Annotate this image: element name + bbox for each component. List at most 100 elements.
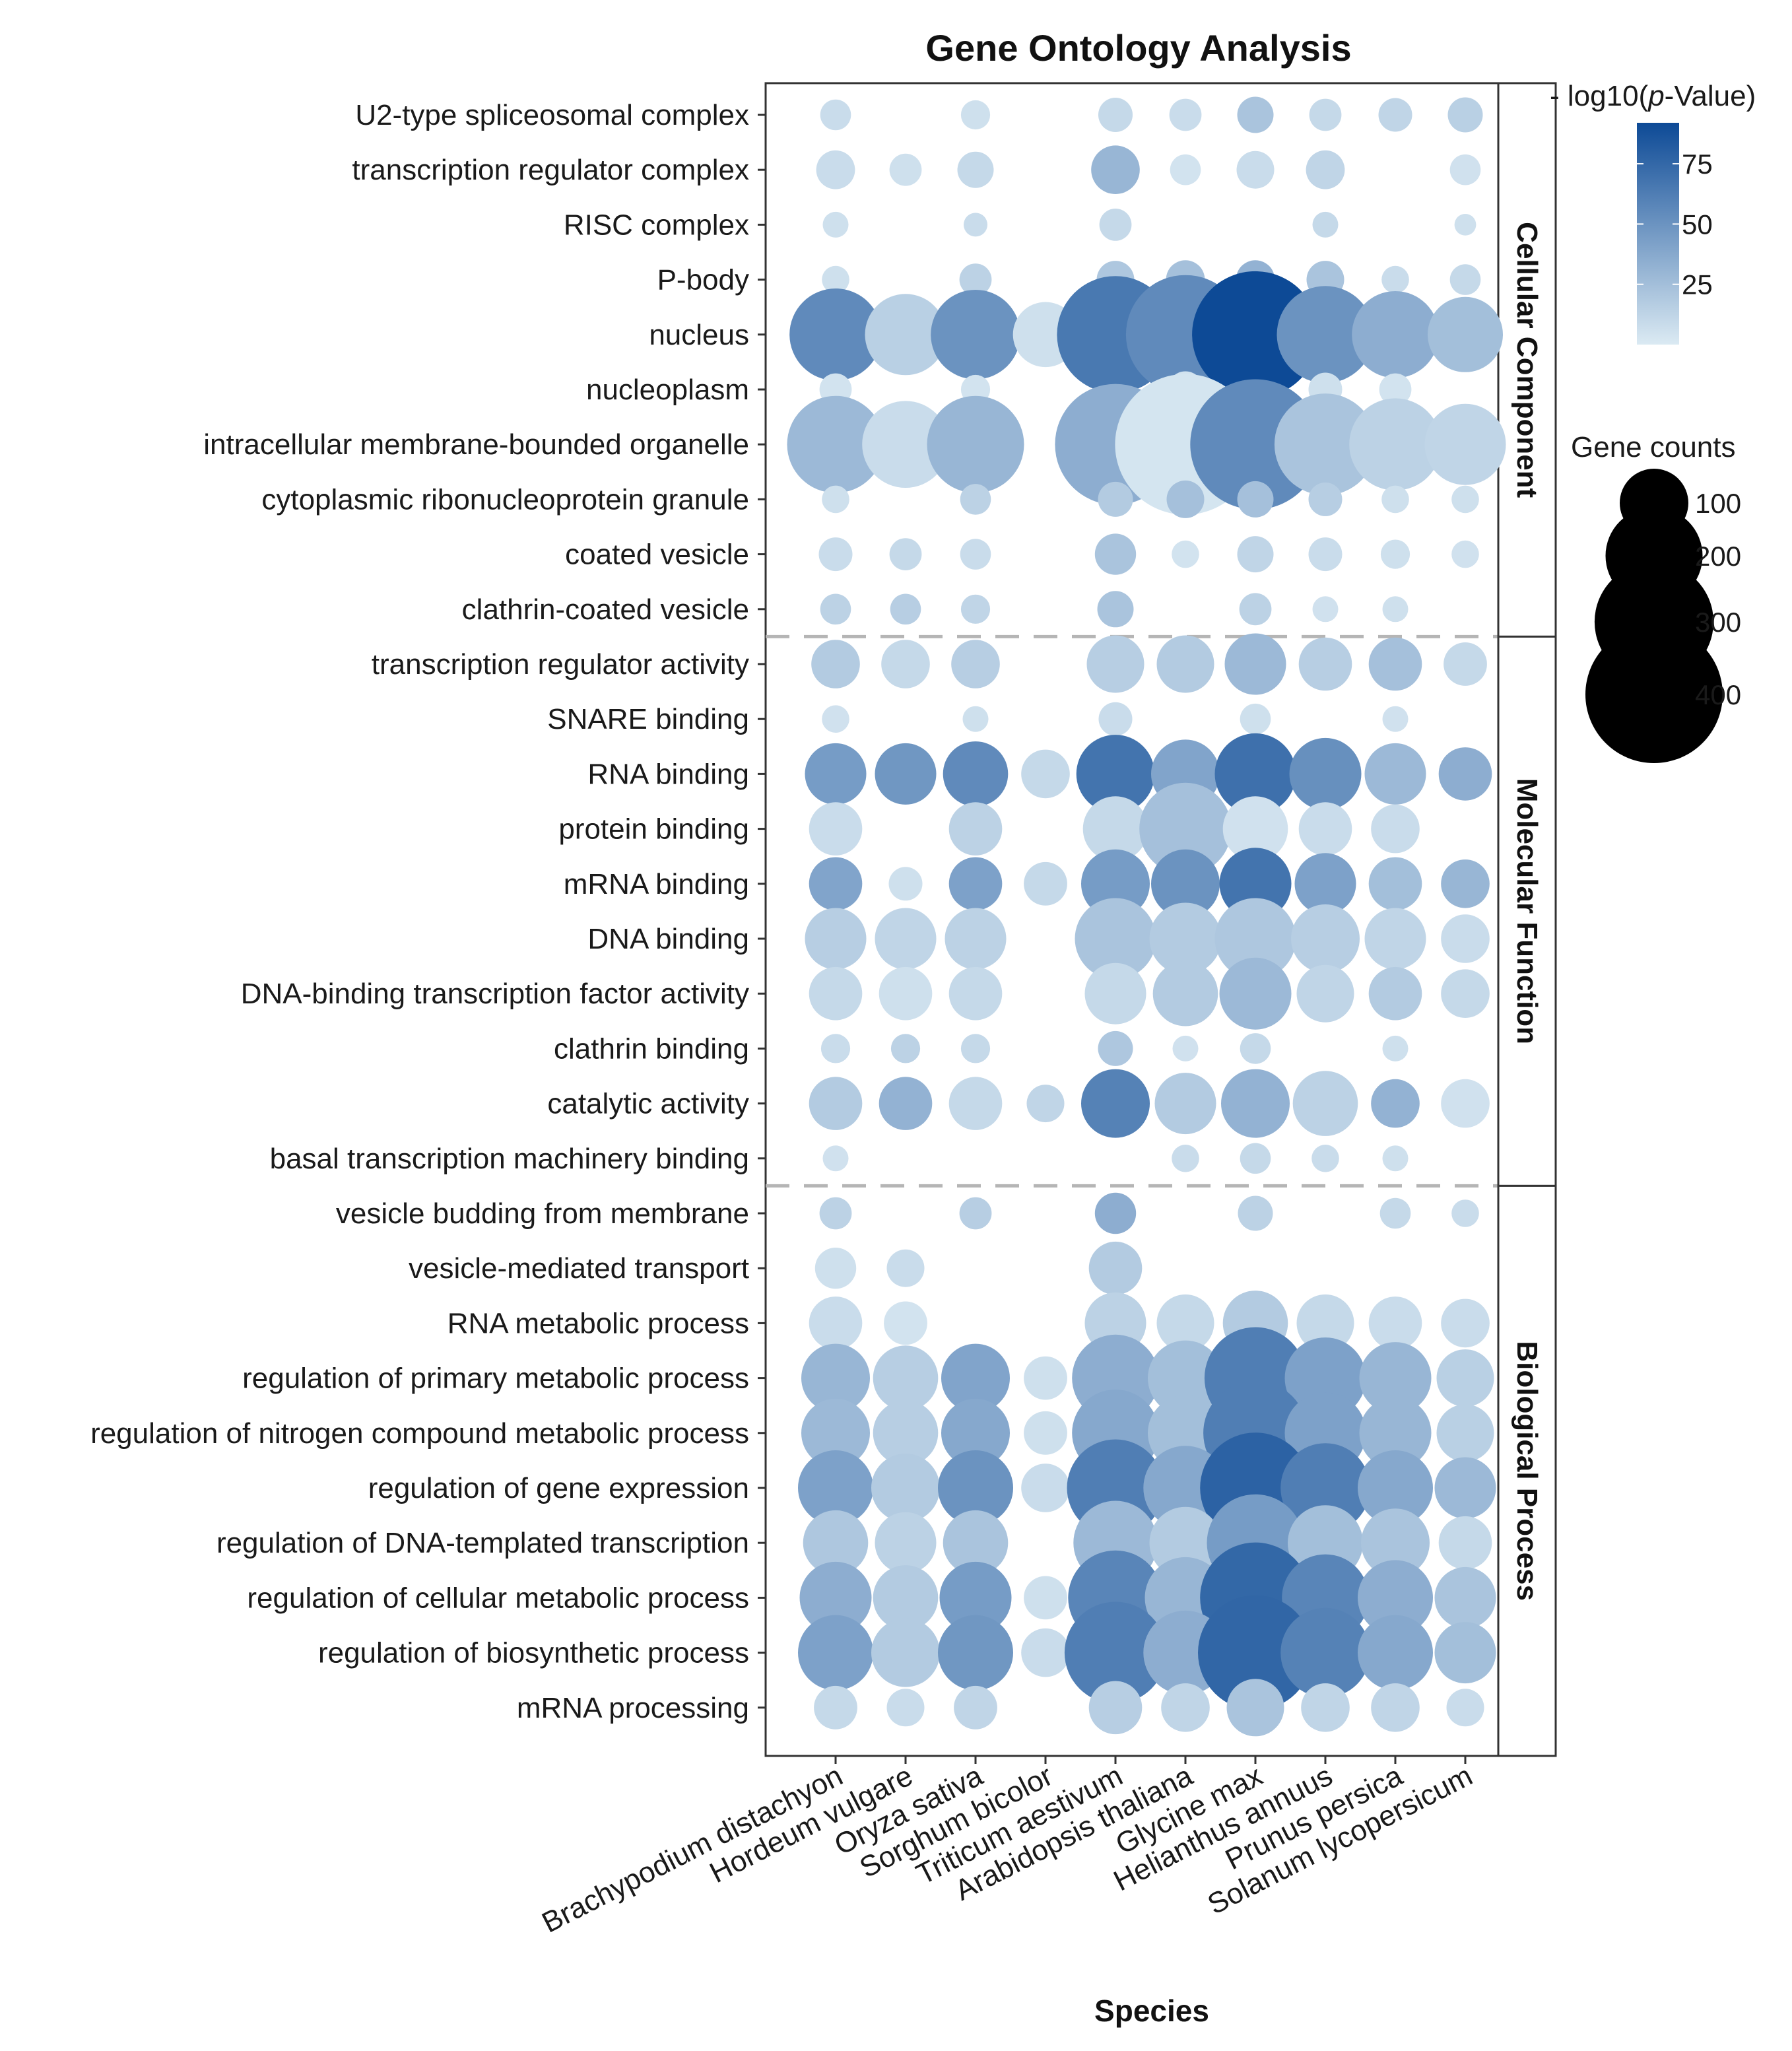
dot-rna-metabolic-process-solanum-lycopersicum xyxy=(1441,1298,1490,1348)
dot-intracellular-membrane-bounded-organelle-brachypodium-distachyon xyxy=(787,395,884,493)
color-legend: - log10(p-Value) 25 50 75 xyxy=(1550,80,1756,345)
dot-vesicle-budding-from-membrane-brachypodium-distachyon xyxy=(819,1197,852,1230)
dot-regulation-of-dna-templated-transcription-prunus-persica xyxy=(1361,1508,1430,1578)
dot-intracellular-membrane-bounded-organelle-solanum-lycopersicum xyxy=(1424,403,1506,485)
dot-catalytic-activity-oryza-sativa xyxy=(948,1077,1003,1130)
dot-regulation-of-nitrogen-compound-metabolic-process-hordeum-vulgare xyxy=(873,1400,939,1466)
dot-basal-transcription-machinery-binding-brachypodium-distachyon xyxy=(822,1145,849,1172)
dot-dna-binding-transcription-factor-activity-arabidopsis-thaliana xyxy=(1152,960,1218,1026)
dot-catalytic-activity-hordeum-vulgare xyxy=(879,1077,933,1130)
dot-nucleus-brachypodium-distachyon xyxy=(789,288,882,381)
facet-strip-cellular-component xyxy=(1497,82,1557,638)
dot-mrna-binding-solanum-lycopersicum xyxy=(1441,859,1490,908)
dot-transcription-regulator-activity-hordeum-vulgare xyxy=(881,640,930,689)
dot-mrna-processing-triticum-aestivum xyxy=(1088,1681,1143,1735)
size-legend-title: Gene counts xyxy=(1571,431,1736,463)
y-tick-label-snare-binding: SNARE binding xyxy=(547,703,749,735)
dot-transcription-regulator-complex-helianthus-annuus xyxy=(1306,150,1345,189)
dot-coated-vesicle-arabidopsis-thaliana xyxy=(1172,540,1199,568)
x-axis-title: Species xyxy=(1094,1994,1209,2028)
dot-regulation-of-biosynthetic-process-oryza-sativa xyxy=(938,1615,1013,1691)
dot-regulation-of-primary-metabolic-process-prunus-persica xyxy=(1359,1342,1432,1415)
y-tick-label-transcription-regulator-complex: transcription regulator complex xyxy=(352,154,749,186)
dot-rna-metabolic-process-arabidopsis-thaliana xyxy=(1156,1294,1214,1352)
y-tick-label-dna-binding: DNA binding xyxy=(587,923,749,955)
dot-regulation-of-biosynthetic-process-glycine-max xyxy=(1198,1595,1313,1710)
color-legend-title-italic: p xyxy=(1647,80,1664,112)
dot-rna-metabolic-process-prunus-persica xyxy=(1368,1296,1422,1350)
dot-mrna-binding-prunus-persica xyxy=(1368,857,1422,911)
dot-u2-type-spliceosomal-complex-triticum-aestivum xyxy=(1098,98,1133,132)
y-tick-label-clathrin-binding: clathrin binding xyxy=(554,1032,749,1065)
y-tick-label-vesicle-mediated-transport: vesicle-mediated transport xyxy=(409,1252,749,1285)
dot-nucleus-prunus-persica xyxy=(1352,291,1439,378)
y-tick-label-intracellular-membrane-bounded-organelle: intracellular membrane-bounded organelle xyxy=(203,428,749,461)
dot-transcription-regulator-activity-triticum-aestivum xyxy=(1086,635,1145,693)
dot-u2-type-spliceosomal-complex-arabidopsis-thaliana xyxy=(1169,98,1202,131)
dot-vesicle-budding-from-membrane-oryza-sativa xyxy=(959,1197,992,1230)
y-tick-label-mrna-binding: mRNA binding xyxy=(564,868,749,900)
size-legend-label-300: 300 xyxy=(1695,607,1741,638)
dot-vesicle-mediated-transport-brachypodium-distachyon xyxy=(814,1248,857,1289)
dot-nucleus-hordeum-vulgare xyxy=(865,294,946,376)
dot-rna-binding-prunus-persica xyxy=(1364,743,1426,805)
dot-protein-binding-triticum-aestivum xyxy=(1082,796,1148,861)
dot-risc-complex-triticum-aestivum xyxy=(1099,209,1132,241)
dot-dna-binding-transcription-factor-activity-glycine-max xyxy=(1219,957,1292,1030)
y-tick-label-regulation-of-dna-templated-transcription: regulation of DNA-templated transcriptio… xyxy=(216,1527,749,1559)
y-tick-label-nucleus: nucleus xyxy=(649,319,749,351)
dot-cytoplasmic-ribonucleoprotein-granule-prunus-persica xyxy=(1381,485,1409,514)
size-legend: Gene counts 100 200 300 400 xyxy=(1571,431,1741,763)
dot-regulation-of-primary-metabolic-process-oryza-sativa xyxy=(941,1343,1010,1413)
y-tick-label-risc-complex: RISC complex xyxy=(564,209,749,241)
dot-u2-type-spliceosomal-complex-helianthus-annuus xyxy=(1309,98,1342,131)
dot-rna-binding-triticum-aestivum xyxy=(1076,735,1155,813)
dot-u2-type-spliceosomal-complex-solanum-lycopersicum xyxy=(1447,97,1483,133)
dot-snare-binding-glycine-max xyxy=(1240,703,1271,735)
facet-strip-biological-process xyxy=(1497,1184,1557,1757)
dot-transcription-regulator-activity-glycine-max xyxy=(1224,633,1286,695)
dot-vesicle-budding-from-membrane-glycine-max xyxy=(1238,1195,1273,1231)
dot-coated-vesicle-hordeum-vulgare xyxy=(889,538,922,570)
dot-basal-transcription-machinery-binding-glycine-max xyxy=(1240,1143,1271,1174)
dot-snare-binding-prunus-persica xyxy=(1382,706,1409,732)
dot-regulation-of-dna-templated-transcription-solanum-lycopersicum xyxy=(1438,1516,1492,1570)
dot-rna-metabolic-process-hordeum-vulgare xyxy=(884,1301,927,1345)
dot-dna-binding-triticum-aestivum xyxy=(1075,898,1156,980)
dot-regulation-of-nitrogen-compound-metabolic-process-sorghum-bicolor xyxy=(1024,1411,1067,1455)
dot-clathrin-coated-vesicle-helianthus-annuus xyxy=(1312,596,1339,622)
dot-clathrin-binding-hordeum-vulgare xyxy=(890,1034,921,1063)
dot-mrna-processing-glycine-max xyxy=(1226,1679,1284,1737)
dot-clathrin-coated-vesicle-oryza-sativa xyxy=(960,594,991,624)
y-tick-label-cytoplasmic-ribonucleoprotein-granule: cytoplasmic ribonucleoprotein granule xyxy=(261,483,749,516)
y-tick-label-vesicle-budding-from-membrane: vesicle budding from membrane xyxy=(336,1197,749,1230)
dot-clathrin-coated-vesicle-glycine-max xyxy=(1239,593,1272,626)
dot-clathrin-coated-vesicle-triticum-aestivum xyxy=(1097,591,1134,628)
dot-regulation-of-gene-expression-helianthus-annuus xyxy=(1280,1443,1370,1533)
dot-mrna-binding-oryza-sativa xyxy=(948,857,1003,911)
dot-mrna-processing-helianthus-annuus xyxy=(1301,1683,1350,1732)
dot-rna-metabolic-process-brachypodium-distachyon xyxy=(809,1296,863,1350)
dot-vesicle-budding-from-membrane-triticum-aestivum xyxy=(1094,1192,1137,1234)
dot-cytoplasmic-ribonucleoprotein-granule-oryza-sativa xyxy=(960,484,991,515)
facet-label-biological-process: Biological Process xyxy=(1511,1341,1543,1601)
dot-nucleoplasm-prunus-persica xyxy=(1379,373,1412,406)
dot-regulation-of-primary-metabolic-process-brachypodium-distachyon xyxy=(801,1343,870,1413)
dot-coated-vesicle-glycine-max xyxy=(1237,536,1274,573)
dot-protein-binding-glycine-max xyxy=(1222,796,1288,861)
y-tick-label-coated-vesicle: coated vesicle xyxy=(565,539,749,571)
dot-u2-type-spliceosomal-complex-oryza-sativa xyxy=(960,100,991,130)
dot-risc-complex-helianthus-annuus xyxy=(1312,211,1339,238)
dot-regulation-of-biosynthetic-process-hordeum-vulgare xyxy=(871,1618,940,1687)
dot-regulation-of-gene-expression-hordeum-vulgare xyxy=(871,1454,940,1522)
dot-regulation-of-primary-metabolic-process-hordeum-vulgare xyxy=(873,1345,939,1411)
dot-cytoplasmic-ribonucleoprotein-granule-brachypodium-distachyon xyxy=(822,485,849,514)
dot-regulation-of-nitrogen-compound-metabolic-process-oryza-sativa xyxy=(941,1398,1010,1467)
dot-catalytic-activity-brachypodium-distachyon xyxy=(809,1077,863,1130)
dot-transcription-regulator-activity-prunus-persica xyxy=(1368,637,1422,691)
dot-risc-complex-brachypodium-distachyon xyxy=(822,211,849,238)
dot-regulation-of-cellular-metabolic-process-oryza-sativa xyxy=(939,1561,1012,1634)
dot-regulation-of-primary-metabolic-process-solanum-lycopersicum xyxy=(1436,1349,1494,1407)
dot-clathrin-binding-oryza-sativa xyxy=(960,1034,991,1063)
dot-mrna-processing-brachypodium-distachyon xyxy=(814,1685,857,1730)
